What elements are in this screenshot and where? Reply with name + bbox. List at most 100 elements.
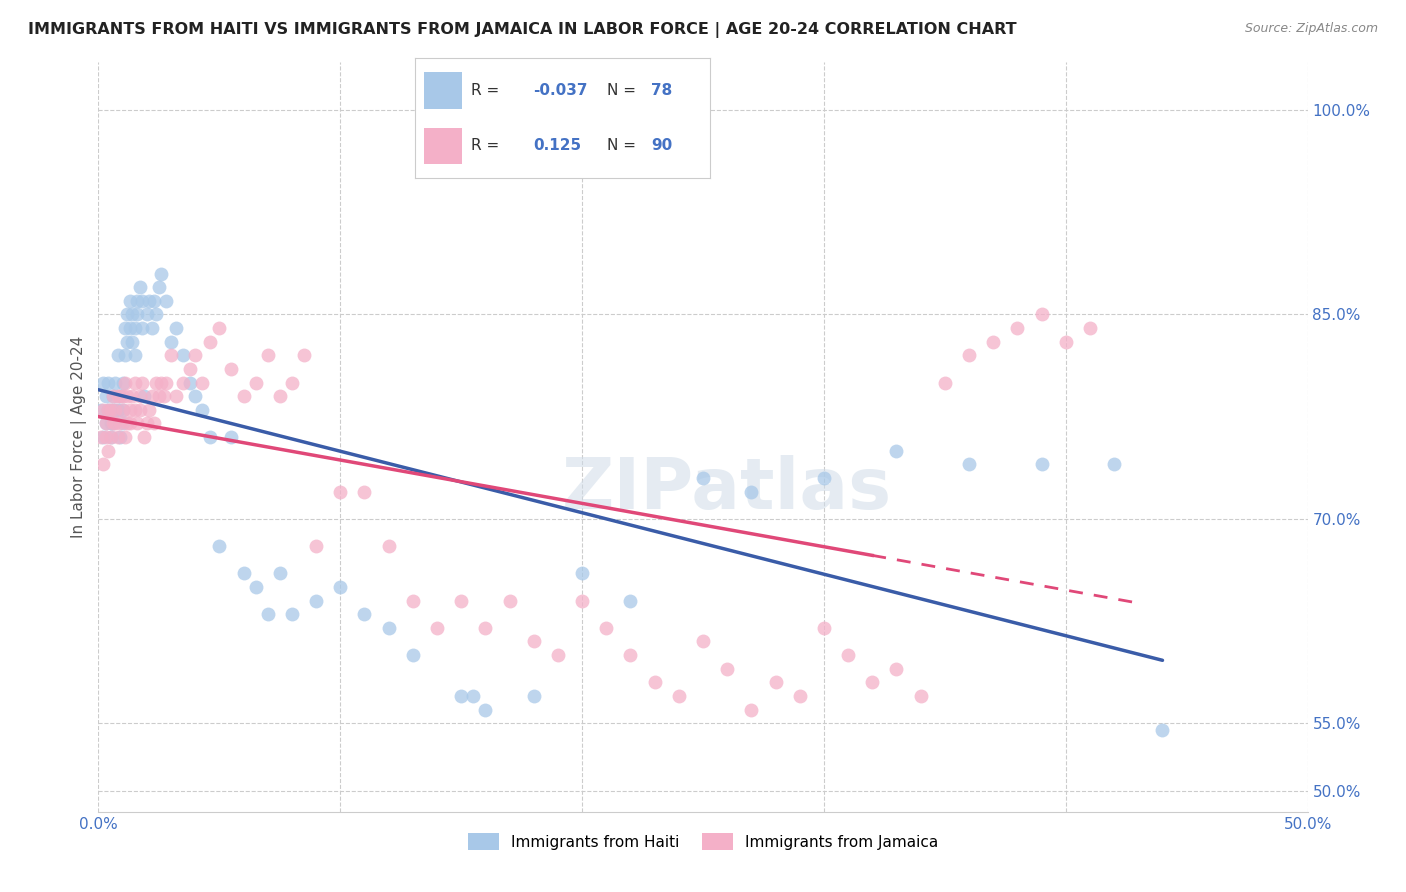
Point [160, 348, 183, 362]
Point [114, 376, 136, 390]
Point [127, 293, 149, 308]
Point [1054, 334, 1077, 349]
Point [198, 430, 221, 444]
Point [329, 484, 352, 499]
Point [145, 376, 167, 390]
Text: R =: R = [471, 83, 499, 98]
Point [91, 458, 114, 472]
Point [474, 702, 496, 716]
Point [124, 348, 146, 362]
Point [100, 430, 122, 444]
Point [104, 402, 127, 417]
Point [837, 648, 859, 662]
Point [107, 348, 129, 362]
Point [100, 417, 122, 431]
Point [118, 417, 141, 431]
Point [114, 348, 136, 362]
Point [981, 334, 1004, 349]
Point [172, 376, 194, 390]
Point [108, 430, 131, 444]
Point [221, 362, 243, 376]
Point [305, 539, 328, 553]
Point [94, 389, 117, 403]
Point [402, 648, 425, 662]
Point [256, 348, 278, 362]
Point [141, 321, 163, 335]
Point [97, 443, 120, 458]
Point [100, 402, 122, 417]
Point [101, 389, 124, 403]
Point [150, 376, 173, 390]
Point [135, 417, 157, 431]
Point [141, 389, 163, 403]
Point [813, 621, 835, 635]
Text: R =: R = [471, 138, 499, 153]
Point [91, 430, 114, 444]
Point [1102, 458, 1125, 472]
Point [131, 293, 153, 308]
Point [134, 430, 156, 444]
Point [450, 689, 472, 703]
Legend: Immigrants from Haiti, Immigrants from Jamaica: Immigrants from Haiti, Immigrants from J… [461, 827, 945, 856]
Point [740, 484, 762, 499]
Point [886, 662, 908, 676]
Point [426, 621, 449, 635]
Point [208, 539, 231, 553]
Bar [423, 72, 463, 109]
Point [128, 280, 150, 294]
Point [143, 293, 166, 308]
Point [91, 402, 114, 417]
Point [145, 308, 167, 322]
Point [305, 593, 328, 607]
Point [281, 607, 304, 622]
Point [910, 689, 932, 703]
Point [104, 417, 127, 431]
Point [547, 648, 569, 662]
Point [97, 402, 120, 417]
Point [329, 580, 352, 594]
Point [232, 389, 254, 403]
Point [118, 293, 141, 308]
Point [232, 566, 254, 581]
Point [184, 348, 207, 362]
Point [740, 702, 762, 716]
Point [886, 443, 908, 458]
Point [160, 334, 183, 349]
Point [97, 402, 120, 417]
Point [256, 607, 278, 622]
Point [155, 376, 177, 390]
Point [644, 675, 666, 690]
Point [198, 334, 221, 349]
Point [108, 389, 131, 403]
Point [245, 580, 267, 594]
Point [269, 566, 291, 581]
Point [860, 675, 883, 690]
Text: N =: N = [607, 83, 636, 98]
Point [269, 389, 291, 403]
Point [117, 334, 139, 349]
Point [111, 402, 134, 417]
Point [104, 376, 127, 390]
Point [498, 593, 520, 607]
Point [208, 321, 231, 335]
Point [957, 348, 980, 362]
Point [128, 389, 150, 403]
Point [131, 376, 153, 390]
Point [127, 308, 149, 322]
Point [90, 430, 112, 444]
Point [179, 376, 201, 390]
Point [934, 376, 956, 390]
Point [138, 293, 160, 308]
Point [124, 402, 146, 417]
Point [245, 376, 267, 390]
Point [765, 675, 787, 690]
Text: IMMIGRANTS FROM HAITI VS IMMIGRANTS FROM JAMAICA IN LABOR FORCE | AGE 20-24 CORR: IMMIGRANTS FROM HAITI VS IMMIGRANTS FROM… [28, 22, 1017, 38]
Bar [423, 128, 463, 164]
Point [111, 417, 134, 431]
Point [94, 417, 117, 431]
Point [402, 593, 425, 607]
Point [523, 634, 546, 648]
Point [165, 321, 187, 335]
Point [134, 389, 156, 403]
Point [148, 280, 170, 294]
